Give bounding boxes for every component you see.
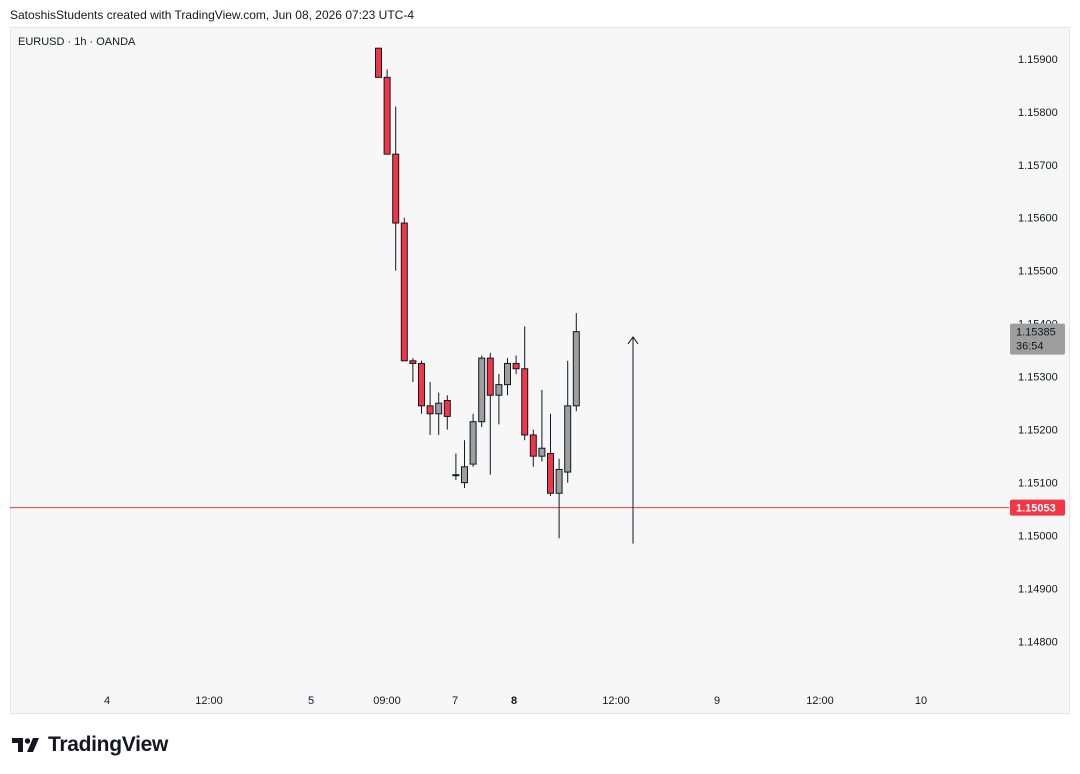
candle [426,381,434,435]
time-tick-label: 4 [104,695,110,707]
arrow-head [627,336,639,345]
candle [383,69,391,155]
candle-body [469,421,477,465]
candle-body [564,405,572,473]
candle [418,360,425,414]
candle [435,392,443,435]
price-tick-label: 1.15900 [1018,54,1058,66]
candle [452,453,460,481]
candle [529,429,537,467]
price-tick-label: 1.14900 [1018,584,1058,596]
candle-body [504,362,511,386]
candlestick-series [375,47,580,539]
candle [486,352,494,475]
candle [461,440,468,488]
price-tick-label: 1.15000 [1018,531,1058,543]
candle-body [418,362,425,407]
candle [572,313,580,412]
candle-body [426,405,434,415]
bar-countdown-label: 36:54 [1016,341,1044,353]
time-tick-label: 12:00 [195,695,223,707]
candle-body [512,362,520,370]
candle-body [409,360,417,364]
time-tick-label: 12:00 [806,695,834,707]
candle [564,360,572,483]
candle [504,358,511,396]
time-tick-label: 12:00 [602,695,630,707]
candle-body [383,76,391,155]
candle-body [392,153,400,224]
time-tick-label: 5 [308,695,314,707]
level-price-label: 1.15053 [1016,503,1056,515]
candle-body [521,368,529,436]
candle-body [547,453,554,494]
candle [521,326,529,441]
candle-body [375,47,382,78]
candle-body [572,331,580,407]
time-tick-label: 10 [915,695,927,707]
candle [409,358,417,382]
price-tick-label: 1.15800 [1018,107,1058,119]
candle-body [461,466,468,484]
price-tags: 1.15053 1.15385 36:54 [1010,323,1065,516]
chart-pane[interactable] [10,27,1070,714]
candle-body [452,474,460,477]
symbol-info[interactable]: EURUSD · 1h · OANDA [18,36,136,48]
candle [555,458,563,539]
candle [392,106,400,271]
level-price-tag [1010,499,1065,516]
arrow-drawing[interactable] [627,336,639,544]
candle-body [478,357,486,423]
candle [469,413,477,467]
price-tick-label: 1.15700 [1018,160,1058,172]
tradingview-logo-icon [12,738,39,752]
price-tick-label: 1.15300 [1018,372,1058,384]
price-tick-label: 1.15500 [1018,266,1058,278]
candle [443,395,451,430]
price-tick-label: 1.15200 [1018,425,1058,437]
price-tick-label: 1.14800 [1018,637,1058,649]
candle [400,217,408,362]
candle [547,413,554,496]
time-axis[interactable]: 4 12:00 5 09:00 7 8 12:00 9 12:00 10 [104,695,927,707]
candle-body [538,447,546,457]
candle [478,355,486,428]
time-tick-label: 8 [511,695,517,707]
candle [375,47,382,78]
chart-caption: SatoshisStudents created with TradingVie… [10,8,415,22]
last-price-tag [1010,323,1065,355]
candle-body [400,222,408,362]
candle-body [486,357,494,396]
candle [495,374,503,425]
candle-body [529,434,537,457]
tradingview-logo[interactable]: TradingView [12,733,168,757]
brand-name: TradingView [48,733,169,756]
candle-body [443,400,451,417]
price-tick-label: 1.15100 [1018,478,1058,490]
candle-body [555,468,563,494]
candle [512,355,520,375]
candle-body [495,384,503,396]
candle-body [435,402,443,415]
last-price-label: 1.15385 [1016,327,1056,339]
candle [538,389,546,462]
time-tick-label: 7 [452,695,458,707]
time-tick-label: 09:00 [373,695,401,707]
price-tick-label: 1.15600 [1018,213,1058,225]
time-tick-label: 9 [714,695,720,707]
